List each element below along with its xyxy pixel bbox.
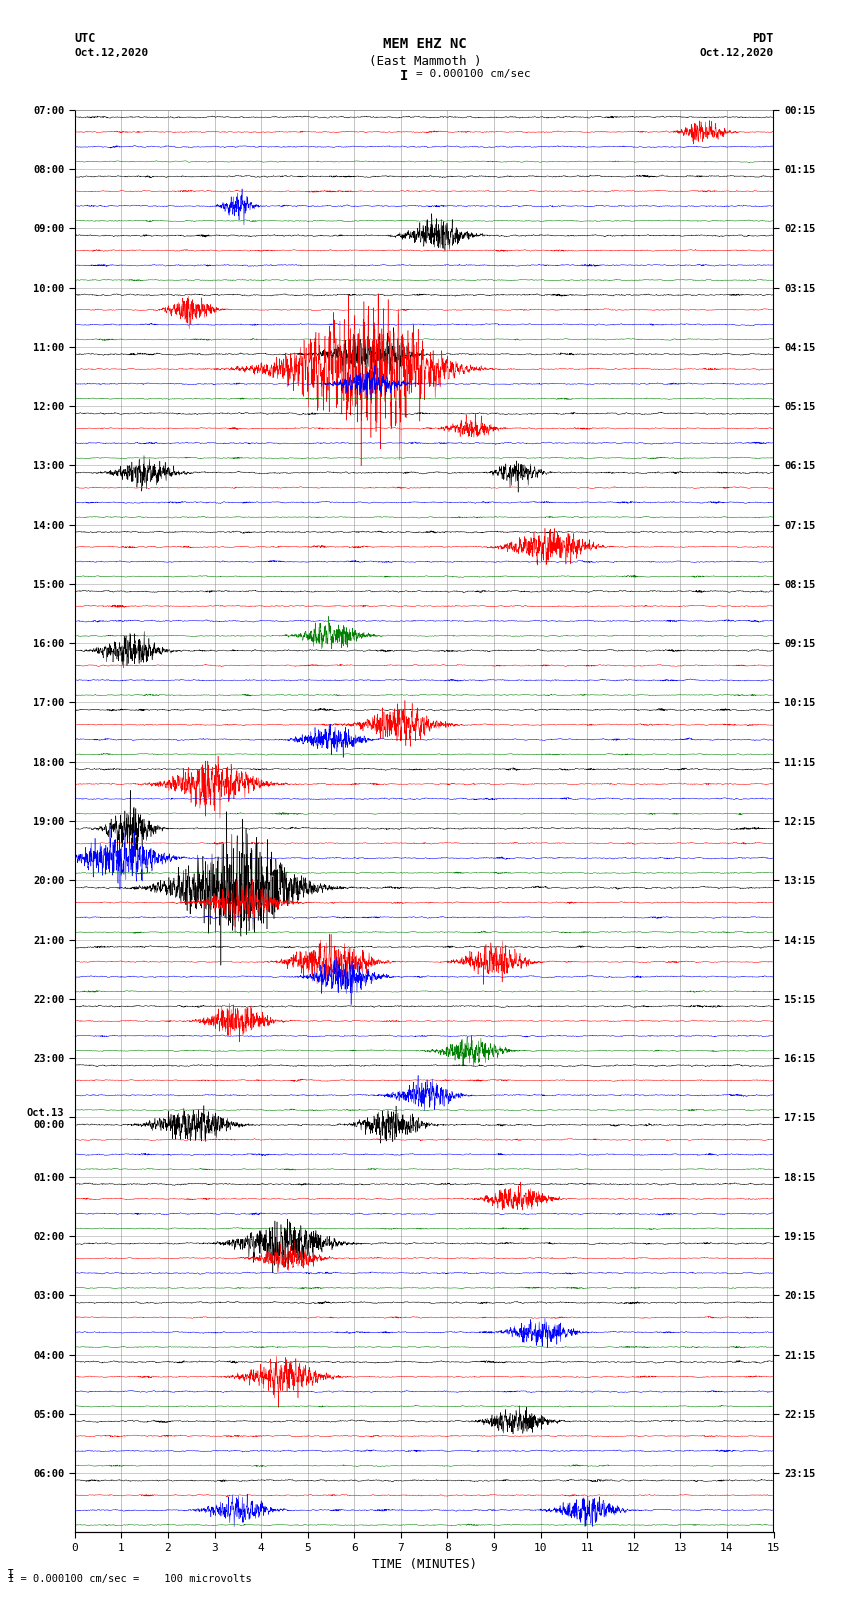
Text: UTC: UTC bbox=[75, 32, 96, 45]
Text: I: I bbox=[7, 1568, 14, 1581]
Text: (East Mammoth ): (East Mammoth ) bbox=[369, 55, 481, 68]
Text: I = 0.000100 cm/sec =    100 microvolts: I = 0.000100 cm/sec = 100 microvolts bbox=[8, 1574, 252, 1584]
X-axis label: TIME (MINUTES): TIME (MINUTES) bbox=[371, 1558, 477, 1571]
Text: PDT: PDT bbox=[752, 32, 774, 45]
Text: Oct.12,2020: Oct.12,2020 bbox=[75, 48, 149, 58]
Text: I: I bbox=[400, 69, 408, 84]
Text: MEM EHZ NC: MEM EHZ NC bbox=[383, 37, 467, 52]
Text: Oct.12,2020: Oct.12,2020 bbox=[700, 48, 774, 58]
Text: = 0.000100 cm/sec: = 0.000100 cm/sec bbox=[416, 69, 531, 79]
